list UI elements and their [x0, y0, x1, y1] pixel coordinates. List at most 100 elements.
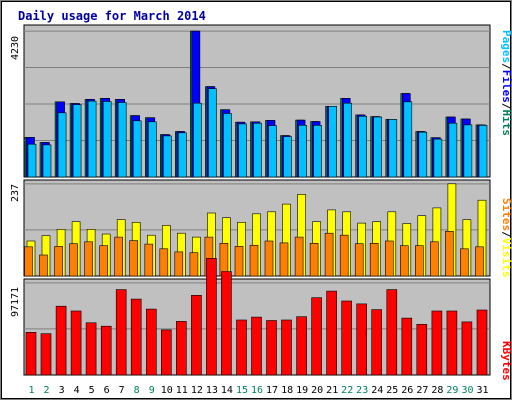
x-tick-label-26: 26 — [401, 385, 413, 396]
kbytes-bar-kbytes-11 — [176, 321, 187, 376]
x-tick-label-12: 12 — [191, 385, 203, 396]
visits-bar-sites-12 — [189, 252, 199, 277]
kbytes-max-label: 97171 — [10, 287, 21, 317]
hits-bar-pages-12 — [193, 102, 202, 178]
legend-sites: Sites — [500, 198, 512, 231]
kbytes-bar-kbytes-14 — [221, 271, 232, 376]
kbytes-bar-kbytes-29 — [446, 310, 458, 376]
visits-bar-sites-11 — [174, 251, 184, 277]
kbytes-bar-kbytes-24 — [371, 309, 383, 376]
visits-bar-sites-7 — [114, 236, 123, 277]
visits-bar-sites-27 — [414, 245, 424, 277]
kbytes-bar-kbytes-10 — [161, 329, 172, 376]
kbytes-bar-kbytes-6 — [100, 325, 112, 376]
kbytes-bar-kbytes-12 — [191, 294, 202, 376]
x-tick-label-30: 30 — [461, 385, 473, 396]
hits-bar-pages-23 — [358, 116, 368, 178]
x-tick-label-2: 2 — [43, 385, 49, 396]
hits-bar-pages-2 — [42, 144, 52, 178]
kbytes-bar-kbytes-27 — [416, 323, 428, 376]
hits-bar-pages-8 — [132, 120, 142, 178]
kbytes-bar-kbytes-30 — [461, 321, 473, 376]
hits-bar-pages-22 — [343, 102, 353, 178]
hits-bar-pages-9 — [148, 121, 157, 178]
hits-bar-pages-21 — [328, 106, 337, 178]
kbytes-bar-kbytes-25 — [386, 289, 398, 376]
kbytes-bar-kbytes-5 — [85, 322, 97, 376]
visits-bar-sites-24 — [369, 243, 379, 277]
visits-bar-sites-23 — [354, 243, 364, 277]
x-tick-label-16: 16 — [251, 385, 263, 396]
visits-bar-sites-9 — [144, 243, 154, 277]
x-tick-label-25: 25 — [386, 385, 398, 396]
hits-bar-pages-31 — [478, 125, 488, 178]
visits-bar-sites-25 — [384, 240, 394, 277]
visits-bar-sites-8 — [129, 240, 138, 277]
visits-bar-sites-10 — [159, 248, 169, 277]
x-tick-label-13: 13 — [206, 385, 218, 396]
x-tick-label-31: 31 — [476, 385, 488, 396]
hits-bar-pages-4 — [72, 104, 82, 178]
x-tick-label-3: 3 — [59, 385, 65, 396]
hits-bar-pages-14 — [223, 113, 232, 178]
visits-bar-sites-17 — [264, 240, 274, 277]
x-tick-labels: 1 2 3 4 5 6 7 8 9 10 11 12 13 14 15 16 17 18 19 20 21 22 23 24 2… — [28, 385, 488, 396]
hits-bar-pages-10 — [163, 135, 172, 178]
x-tick-label-9: 9 — [149, 385, 155, 396]
x-tick-label-29: 29 — [446, 385, 458, 396]
kbytes-bar-kbytes-20 — [311, 297, 322, 376]
bars-layer — [24, 30, 488, 376]
kbytes-bar-kbytes-28 — [431, 310, 443, 376]
hits-bar-pages-28 — [433, 138, 443, 178]
visits-bar-sites-16 — [249, 245, 259, 277]
visits-bar-sites-5 — [84, 241, 93, 277]
kbytes-bar-kbytes-26 — [401, 317, 413, 376]
visits-bar-sites-30 — [460, 248, 469, 277]
kbytes-bar-kbytes-17 — [266, 320, 277, 376]
hits-bar-pages-13 — [208, 88, 217, 178]
hits-legend: Pages/Files/Hits — [500, 30, 512, 136]
visits-bar-sites-15 — [234, 246, 244, 277]
x-tick-label-6: 6 — [104, 385, 110, 396]
chart-title: Daily usage for March 2014 — [18, 9, 206, 23]
hits-bar-pages-29 — [448, 122, 458, 178]
x-tick-label-10: 10 — [161, 385, 173, 396]
visits-bar-sites-4 — [69, 243, 78, 277]
visits-bar-sites-3 — [54, 246, 63, 277]
kbytes-bar-kbytes-7 — [115, 289, 127, 376]
hits-bar-pages-26 — [403, 101, 413, 178]
kbytes-bar-kbytes-23 — [356, 303, 368, 376]
hits-bar-pages-19 — [298, 125, 307, 178]
legend-hits: Hits — [500, 110, 512, 137]
x-tick-label-14: 14 — [221, 385, 233, 396]
x-tick-label-15: 15 — [236, 385, 248, 396]
hits-bar-pages-27 — [418, 131, 428, 178]
hits-bar-pages-16 — [253, 122, 262, 178]
hits-bar-pages-1 — [27, 143, 37, 178]
x-tick-label-1: 1 — [28, 385, 34, 396]
hits-bar-pages-6 — [102, 101, 112, 178]
kbytes-bar-kbytes-18 — [281, 319, 292, 376]
visits-bar-sites-21 — [324, 232, 334, 277]
x-tick-label-11: 11 — [176, 385, 188, 396]
visits-bar-sites-20 — [309, 243, 319, 277]
legend-visits: Visits — [500, 238, 512, 278]
kbytes-bar-kbytes-21 — [326, 290, 337, 376]
kbytes-bar-kbytes-4 — [70, 310, 82, 376]
hits-bar-pages-3 — [57, 112, 67, 178]
x-tick-label-19: 19 — [296, 385, 308, 396]
x-tick-label-4: 4 — [74, 385, 80, 396]
kbytes-bar-kbytes-22 — [341, 300, 353, 376]
x-tick-label-24: 24 — [371, 385, 383, 396]
visits-bar-sites-19 — [294, 236, 304, 277]
x-tick-label-17: 17 — [266, 385, 278, 396]
kbytes-bar-kbytes-2 — [40, 333, 52, 376]
visits-bar-sites-1 — [24, 246, 33, 277]
hits-bar-pages-25 — [388, 119, 398, 178]
kbytes-bar-kbytes-9 — [146, 308, 157, 376]
visits-legend: Sites/Visits — [500, 198, 512, 278]
x-tick-label-18: 18 — [281, 385, 293, 396]
kbytes-bar-kbytes-13 — [206, 257, 217, 376]
